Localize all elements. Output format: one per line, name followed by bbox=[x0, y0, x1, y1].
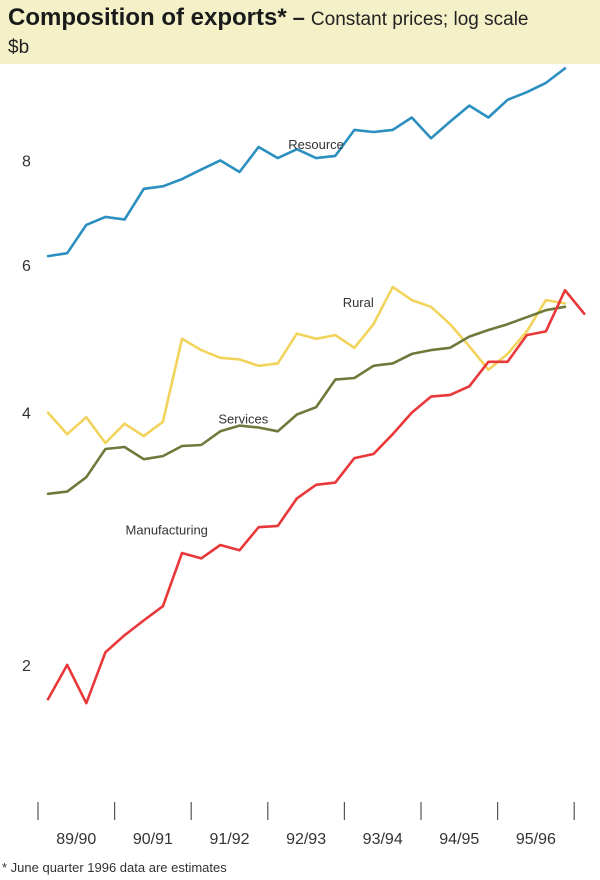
series-line-services bbox=[46, 305, 567, 496]
series-label-services: Services bbox=[218, 412, 268, 427]
x-tick-label: 95/96 bbox=[516, 831, 556, 848]
series-lines bbox=[46, 67, 586, 705]
series-line-resource bbox=[46, 67, 567, 258]
footnote: * June quarter 1996 data are estimates bbox=[2, 860, 227, 875]
x-tick-label: 93/94 bbox=[363, 831, 403, 848]
x-tick-label: 91/92 bbox=[209, 831, 249, 848]
title-dash: – bbox=[292, 5, 305, 30]
series-line-manufacturing bbox=[46, 288, 586, 705]
x-tick-label: 89/90 bbox=[56, 831, 96, 848]
chart-subtitle: Constant prices; log scale bbox=[310, 9, 529, 30]
chart-title: Composition of exports* bbox=[8, 4, 287, 31]
series-label-rural: Rural bbox=[343, 295, 374, 310]
chart-header: Composition of exports* – Constant prices;… bbox=[0, 0, 600, 64]
y-tick-label: 2 bbox=[22, 658, 31, 675]
x-tick-label: 90/91 bbox=[133, 831, 173, 848]
series-labels: Resource Rural Services Manufacturing bbox=[126, 137, 374, 537]
y-axis: 2 4 6 8 bbox=[22, 153, 31, 674]
y-tick-label: 6 bbox=[22, 258, 31, 275]
title-row: Composition of exports* – Constant prices;… bbox=[8, 4, 528, 32]
x-tick-label: 92/93 bbox=[286, 831, 326, 848]
series-line-rural bbox=[46, 285, 567, 445]
series-label-manufacturing: Manufacturing bbox=[126, 523, 208, 538]
series-label-resource: Resource bbox=[288, 137, 344, 152]
x-axis: 89/90 90/91 91/92 92/93 93/94 94/95 95/96 bbox=[37, 802, 575, 848]
x-tick-label: 94/95 bbox=[439, 831, 479, 848]
y-tick-label: 4 bbox=[22, 406, 31, 423]
y-axis-unit: $b bbox=[8, 37, 30, 58]
y-tick-label: 8 bbox=[22, 153, 31, 170]
